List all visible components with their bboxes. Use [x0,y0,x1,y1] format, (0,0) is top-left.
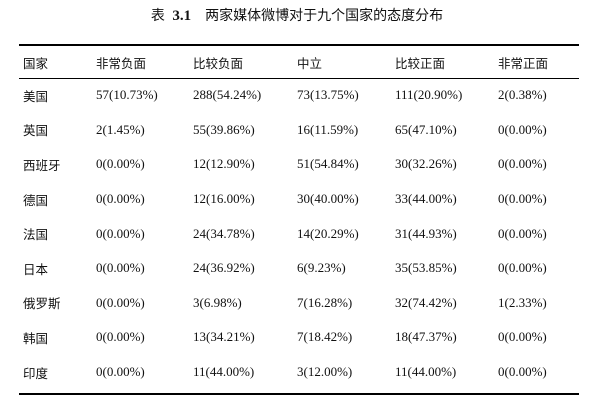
table-cell: 0(0.00%) [498,156,547,172]
table-cell: 1(2.33%) [498,294,547,310]
table-cell: 0(0.00%) [498,364,547,380]
attitude-table: 国家 非常负面 比较负面 中立 比较正面 非常正面 美国 57(10.73%) … [19,46,579,389]
table-cell: 0(0.00%) [498,329,547,345]
table-header: 国家 非常负面 比较负面 中立 比较正面 非常正面 [19,46,579,78]
table-cell: 0(0.00%) [498,121,547,137]
table-cell: 7(16.28%) [297,294,353,310]
country-cell: 德国 [23,192,49,208]
table-row: 日本 0(0.00%) 24(36.92%) 6(9.23%) 35(53.85… [19,251,579,286]
country-cell: 日本 [23,261,49,277]
table-row: 俄罗斯 0(0.00%) 3(6.98%) 7(16.28%) 32(74.42… [19,286,579,321]
table-caption: 表 3.1 两家媒体微博对于九个国家的态度分布 [0,6,594,26]
country-cell: 印度 [23,365,49,381]
bottom-rule [19,393,579,395]
table-cell: 32(74.42%) [395,294,457,310]
table-cell: 0(0.00%) [96,329,145,345]
country-cell: 法国 [23,227,49,243]
table-cell: 0(0.00%) [96,260,145,276]
table-body: 美国 57(10.73%) 288(54.24%) 73(13.75%) 111… [19,78,579,389]
table-cell: 2(0.38%) [498,87,547,103]
table-row: 德国 0(0.00%) 12(16.00%) 30(40.00%) 33(44.… [19,182,579,217]
caption-number: 3.1 [172,8,192,24]
table-cell: 55(39.86%) [193,121,255,137]
table-cell: 111(20.90%) [395,87,463,103]
table-cell: 30(32.26%) [395,156,457,172]
table-cell: 11(44.00%) [395,364,457,380]
column-header-country: 国家 [23,55,49,71]
table-cell: 51(54.84%) [297,156,359,172]
table-cell: 14(20.29%) [297,225,359,241]
country-cell: 俄罗斯 [23,296,61,312]
caption-prefix: 表 [150,8,165,24]
table-row: 印度 0(0.00%) 11(44.00%) 3(12.00%) 11(44.0… [19,355,579,390]
table-cell: 12(16.00%) [193,191,255,207]
country-cell: 韩国 [23,330,49,346]
column-header-very-negative: 非常负面 [96,55,147,71]
table-cell: 18(47.37%) [395,329,457,345]
table-cell: 65(47.10%) [395,121,457,137]
table-cell: 24(34.78%) [193,225,255,241]
table-row: 西班牙 0(0.00%) 12(12.90%) 51(54.84%) 30(32… [19,147,579,182]
table-cell: 57(10.73%) [96,87,158,103]
table-cell: 11(44.00%) [193,364,255,380]
country-cell: 美国 [23,88,49,104]
table-cell: 0(0.00%) [498,225,547,241]
table-cell: 0(0.00%) [498,191,547,207]
table-row: 英国 2(1.45%) 55(39.86%) 16(11.59%) 65(47.… [19,113,579,148]
table-cell: 35(53.85%) [395,260,457,276]
table-cell: 0(0.00%) [96,156,145,172]
column-header-very-positive: 非常正面 [498,55,549,71]
table-cell: 288(54.24%) [193,87,262,103]
table-cell: 3(6.98%) [193,294,242,310]
column-header-somewhat-negative: 比较负面 [193,55,244,71]
column-header-somewhat-positive: 比较正面 [395,55,446,71]
table-cell: 73(13.75%) [297,87,359,103]
column-header-neutral: 中立 [297,55,323,71]
table-cell: 7(18.42%) [297,329,353,345]
table-cell: 0(0.00%) [96,225,145,241]
caption-title: 两家媒体微博对于九个国家的态度分布 [205,8,444,24]
table-cell: 33(44.00%) [395,191,457,207]
country-cell: 英国 [23,123,49,139]
top-rule [19,44,579,46]
table-cell: 6(9.23%) [297,260,346,276]
table-cell: 0(0.00%) [96,364,145,380]
table-cell: 12(12.90%) [193,156,255,172]
table-cell: 0(0.00%) [96,191,145,207]
header-rule [19,78,579,79]
table-cell: 30(40.00%) [297,191,359,207]
table-row: 美国 57(10.73%) 288(54.24%) 73(13.75%) 111… [19,78,579,113]
country-cell: 西班牙 [23,157,61,173]
table-cell: 16(11.59%) [297,121,359,137]
table-cell: 2(1.45%) [96,121,145,137]
table-cell: 13(34.21%) [193,329,255,345]
table-cell: 0(0.00%) [498,260,547,276]
table-cell: 3(12.00%) [297,364,353,380]
table-cell: 0(0.00%) [96,294,145,310]
header-row: 国家 非常负面 比较负面 中立 比较正面 非常正面 [19,46,579,78]
table-row: 韩国 0(0.00%) 13(34.21%) 7(18.42%) 18(47.3… [19,320,579,355]
table-row: 法国 0(0.00%) 24(34.78%) 14(20.29%) 31(44.… [19,216,579,251]
table-cell: 24(36.92%) [193,260,255,276]
table-cell: 31(44.93%) [395,225,457,241]
